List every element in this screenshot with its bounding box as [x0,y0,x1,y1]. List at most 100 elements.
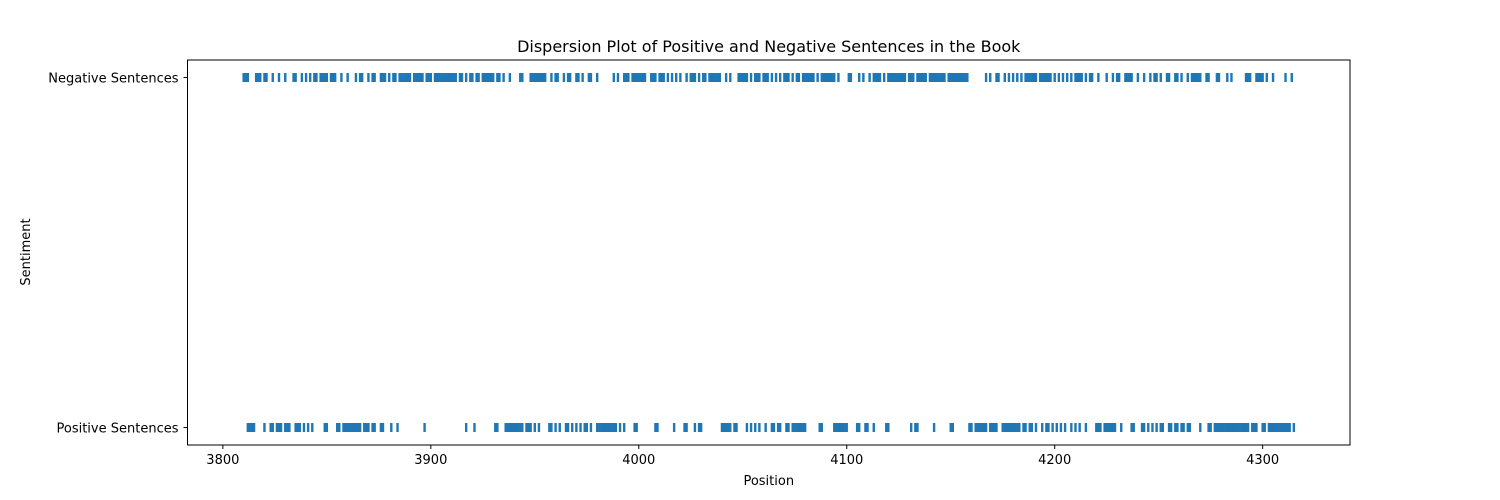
dispersion-mark [810,73,813,82]
dispersion-mark [1011,73,1015,82]
dispersion-mark [498,73,501,82]
chart-title: Dispersion Plot of Positive and Negative… [517,37,1021,56]
dispersion-mark [976,423,979,432]
dispersion-mark [458,73,462,82]
dispersion-mark [637,73,640,82]
dispersion-mark [1132,423,1135,432]
dispersion-mark [1034,423,1038,432]
dispersion-mark [1120,423,1123,432]
dispersion-mark [1234,423,1237,432]
dispersion-mark [978,423,982,432]
dispersion-mark [1278,423,1281,432]
dispersion-mark [893,73,896,82]
dispersion-mark [519,423,522,432]
dispersion-mark [433,73,437,82]
dispersion-mark [762,73,765,82]
dispersion-mark [1041,423,1044,432]
dispersion-mark [1186,423,1189,432]
dispersion-mark [818,423,821,432]
dispersion-mark [450,73,453,82]
dispersion-mark [423,423,426,432]
dispersion-mark [502,73,505,82]
dispersion-mark [595,73,599,82]
dispersion-mark [885,423,888,432]
dispersion-mark [1246,73,1250,82]
dispersion-mark [1049,73,1052,82]
dispersion-mark [296,423,299,432]
dispersion-mark [1240,423,1244,432]
dispersion-mark [872,73,875,82]
dispersion-mark [1209,423,1212,432]
dispersion-mark [1180,423,1183,432]
dispersion-mark [400,73,403,82]
dispersion-mark [575,423,578,432]
dispersion-mark [812,73,815,82]
dispersion-mark [631,73,634,82]
dispersion-mark [602,423,605,432]
dispersion-mark [891,73,894,82]
dispersion-mark [876,73,880,82]
dispersion-mark [1047,73,1050,82]
dispersion-mark [452,73,455,82]
dispersion-mark [1255,423,1258,432]
dispersion-mark [529,423,532,432]
dispersion-mark [396,423,399,432]
dispersion-mark [654,423,657,432]
dispersion-mark [1084,423,1088,432]
dispersion-mark [793,423,796,432]
dispersion-mark [623,423,626,432]
dispersion-mark [373,73,376,82]
dispersion-mark [348,423,351,432]
dispersion-mark [820,423,823,432]
dispersion-mark [949,423,952,432]
dispersion-mark [951,423,954,432]
dispersion-mark [993,423,996,432]
dispersion-mark [964,73,967,82]
dispersion-mark [492,73,495,82]
dispersion-mark [1213,423,1217,432]
dispersion-mark [1080,73,1083,82]
dispersion-mark [371,73,374,82]
dispersion-mark [404,73,408,82]
dispersion-mark [1076,73,1079,82]
dispersion-mark [625,73,628,82]
dispersion-mark [820,73,823,82]
dispersion-mark [633,423,636,432]
dispersion-mark [855,423,859,432]
dispersion-mark [670,73,674,82]
dispersion-mark [506,423,509,432]
dispersion-mark [837,423,840,432]
dispersion-mark [1159,423,1162,432]
dispersion-mark [354,73,358,82]
dispersion-mark [277,73,281,82]
dispersion-mark [496,423,499,432]
dispersion-mark [1180,73,1183,82]
dispersion-mark [1199,73,1202,82]
dispersion-mark [1255,73,1258,82]
dispersion-mark [471,73,474,82]
dispersion-mark [720,423,724,432]
dispersion-mark [519,73,522,82]
dispersion-mark [425,73,428,82]
dispersion-mark [1290,73,1293,82]
dispersion-mark [1176,73,1179,82]
dispersion-mark [833,73,836,82]
dispersion-mark [329,73,333,82]
dispersion-mark [1226,423,1229,432]
dispersion-mark [901,73,905,82]
dispersion-mark [284,423,287,432]
dispersion-mark [916,73,919,82]
dispersion-mark [1151,423,1154,432]
dispersion-mark [242,73,245,82]
dispersion-mark [984,423,988,432]
dispersion-mark [1232,423,1235,432]
dispersion-mark [460,73,464,82]
dispersion-mark [1041,73,1044,82]
dispersion-mark [937,73,940,82]
dispersion-mark [989,73,992,82]
dispersion-mark [1244,73,1248,82]
dispersion-mark [764,423,767,432]
dispersion-mark [323,73,326,82]
dispersion-mark [612,73,616,82]
dispersion-mark [1107,423,1110,432]
